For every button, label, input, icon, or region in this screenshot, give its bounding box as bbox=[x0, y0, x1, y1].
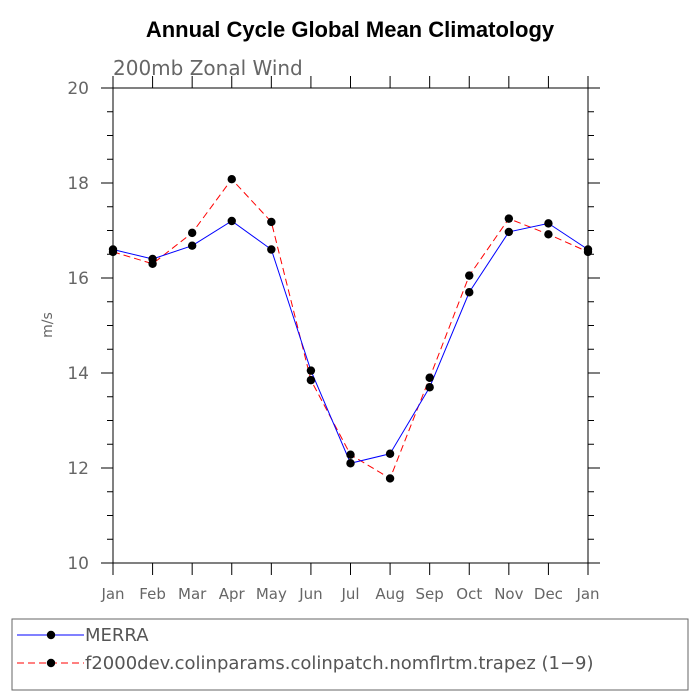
data-point-series-0 bbox=[227, 216, 236, 226]
legend-frame bbox=[11, 618, 689, 691]
data-point-series-0 bbox=[267, 245, 276, 254]
data-point-series-0 bbox=[385, 449, 395, 458]
data-point-series-0 bbox=[187, 241, 197, 250]
x-tick-label: Oct bbox=[456, 585, 482, 603]
y-tick-label: 18 bbox=[67, 174, 89, 194]
legend-label-0: MERRA bbox=[85, 625, 149, 646]
chart-title: Annual Cycle Global Mean Climatology bbox=[146, 17, 555, 42]
data-point-series-1 bbox=[187, 228, 197, 238]
series-line-0 bbox=[112, 220, 589, 464]
x-tick-label: Jun bbox=[298, 585, 322, 603]
legend-label-1: f2000dev.colinparams.colinpatch.nomflrtm… bbox=[85, 653, 594, 674]
x-tick-label: Aug bbox=[375, 585, 404, 603]
data-point-series-0 bbox=[504, 227, 514, 237]
x-tick-label: Jul bbox=[340, 585, 359, 603]
x-tick-label: Sep bbox=[416, 585, 444, 603]
x-tick-label: May bbox=[256, 585, 287, 603]
x-tick-label: Nov bbox=[494, 585, 523, 603]
x-tick-label: Feb bbox=[139, 585, 166, 603]
data-point-series-1 bbox=[504, 214, 514, 223]
x-tick-label: Apr bbox=[219, 585, 246, 603]
data-point-series-1 bbox=[385, 474, 395, 483]
data-point-series-1 bbox=[227, 175, 236, 184]
data-point-series-0 bbox=[544, 219, 553, 228]
y-tick-label: 14 bbox=[67, 364, 89, 384]
chart-subtitle: 200mb Zonal Wind bbox=[113, 56, 303, 80]
data-series bbox=[108, 175, 593, 483]
y-tick-label: 20 bbox=[67, 79, 89, 99]
data-point-series-0 bbox=[346, 459, 355, 468]
data-point-series-1 bbox=[544, 230, 553, 239]
data-point-series-1 bbox=[267, 217, 276, 227]
legend: MERRA f2000dev.colinparams.colinpatch.nom… bbox=[11, 618, 689, 691]
legend-marker-1 bbox=[46, 658, 56, 668]
data-point-series-1 bbox=[306, 375, 316, 385]
data-point-series-1 bbox=[583, 247, 593, 257]
plot-frame bbox=[112, 87, 589, 564]
axis-ticks: 10 12 14 16 18 20 Jan Feb Mar Apr May Jun Jul Aug Sep O… bbox=[67, 76, 600, 603]
data-point-series-1 bbox=[346, 450, 355, 459]
y-axis-label: m/s bbox=[40, 312, 56, 338]
data-point-series-0 bbox=[465, 288, 474, 297]
y-tick-label: 10 bbox=[67, 554, 89, 574]
data-point-series-1 bbox=[465, 271, 474, 280]
legend-marker-0 bbox=[46, 630, 56, 640]
data-point-series-0 bbox=[306, 366, 316, 375]
x-tick-label: Jan bbox=[100, 585, 124, 603]
data-point-series-1 bbox=[108, 247, 118, 257]
x-tick-label: Mar bbox=[178, 585, 207, 603]
y-tick-label: 12 bbox=[67, 459, 89, 479]
x-tick-label: Jan bbox=[575, 585, 599, 603]
data-point-series-1 bbox=[425, 373, 434, 382]
series-line-1 bbox=[112, 178, 589, 480]
y-tick-label: 16 bbox=[67, 269, 89, 289]
data-point-series-0 bbox=[425, 383, 434, 392]
x-tick-label: Dec bbox=[534, 585, 563, 603]
data-point-series-1 bbox=[148, 259, 157, 268]
